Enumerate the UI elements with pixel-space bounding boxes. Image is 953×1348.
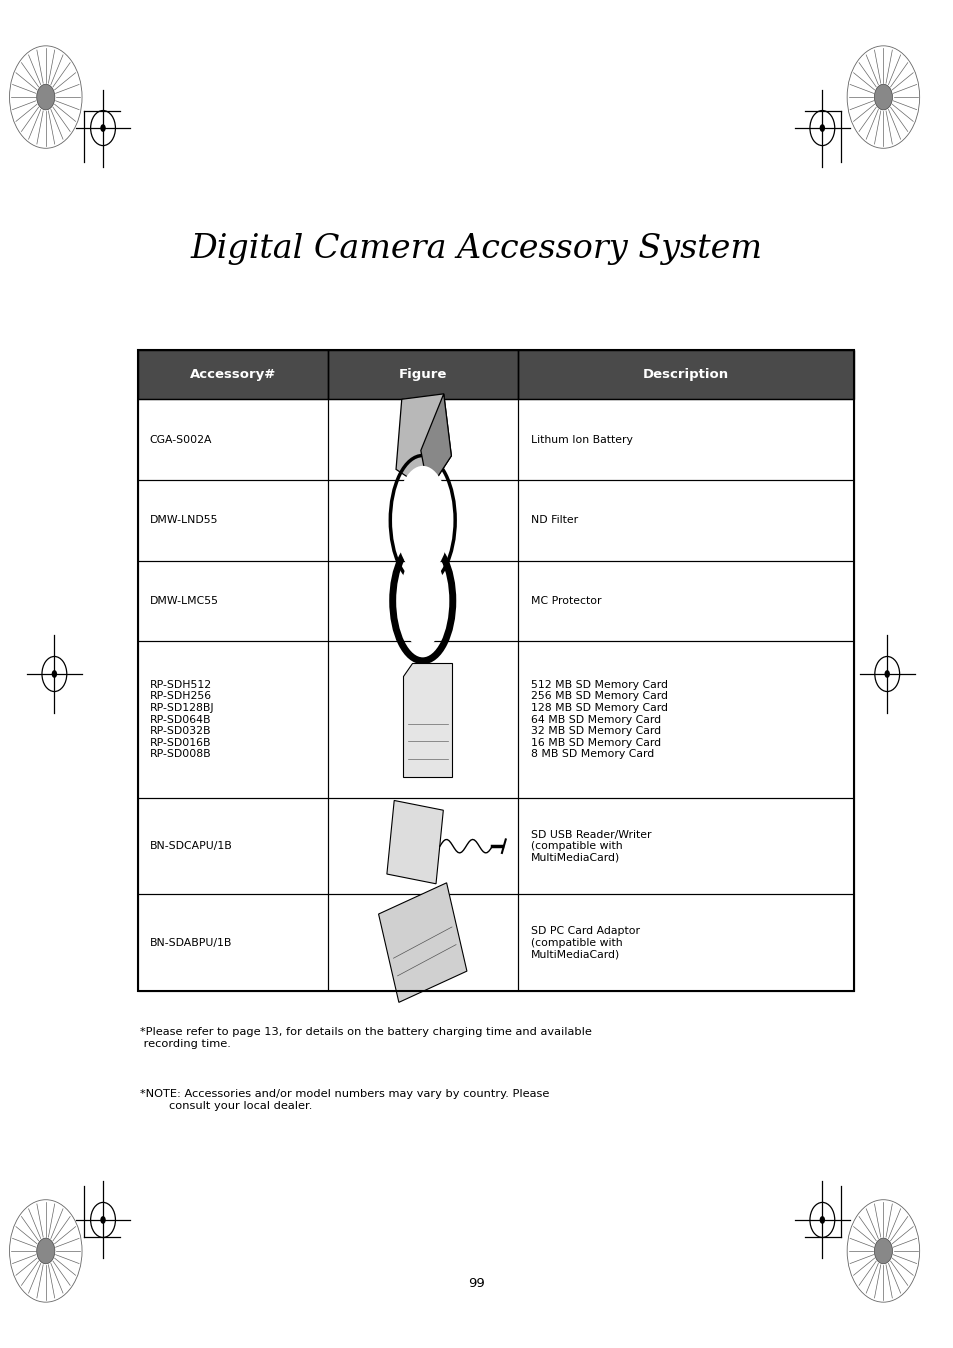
Text: Description: Description: [642, 368, 728, 381]
Bar: [138, 350, 328, 399]
Bar: [517, 350, 853, 399]
Bar: [328, 480, 517, 561]
Polygon shape: [378, 883, 466, 1003]
Bar: [138, 642, 328, 798]
Text: BN-SDCAPU/1B: BN-SDCAPU/1B: [150, 841, 233, 851]
Bar: [328, 642, 517, 798]
Bar: [138, 399, 328, 480]
Polygon shape: [420, 394, 451, 491]
Text: DMW-LND55: DMW-LND55: [150, 515, 218, 526]
Circle shape: [36, 84, 54, 111]
Ellipse shape: [395, 466, 450, 574]
Polygon shape: [395, 394, 451, 491]
Circle shape: [873, 1237, 891, 1264]
Circle shape: [100, 124, 106, 132]
Text: SD PC Card Adaptor
(compatible with
MultiMediaCard): SD PC Card Adaptor (compatible with Mult…: [530, 926, 639, 960]
Bar: [328, 350, 517, 399]
Bar: [328, 894, 517, 991]
Bar: [138, 642, 328, 798]
Text: SD USB Reader/Writer
(compatible with
MultiMediaCard): SD USB Reader/Writer (compatible with Mu…: [530, 829, 651, 863]
Circle shape: [883, 670, 889, 678]
Text: ND Filter: ND Filter: [530, 515, 578, 526]
Bar: [328, 561, 517, 642]
Text: 512 MB SD Memory Card
256 MB SD Memory Card
128 MB SD Memory Card
64 MB SD Memor: 512 MB SD Memory Card 256 MB SD Memory C…: [530, 679, 667, 759]
Text: Figure: Figure: [398, 368, 446, 381]
Text: *Please refer to page 13, for details on the battery charging time and available: *Please refer to page 13, for details on…: [140, 1027, 592, 1049]
Circle shape: [51, 670, 57, 678]
Text: CGA-S002A: CGA-S002A: [150, 434, 213, 445]
Bar: [138, 350, 853, 991]
Bar: [517, 894, 853, 991]
Text: RP-SDH512
RP-SDH256
RP-SD128BJ
RP-SD064B
RP-SD032B
RP-SD016B
RP-SD008B: RP-SDH512 RP-SDH256 RP-SD128BJ RP-SD064B…: [150, 679, 214, 759]
Text: BN-SDABPU/1B: BN-SDABPU/1B: [150, 938, 232, 948]
Circle shape: [819, 1216, 824, 1224]
Bar: [517, 480, 853, 561]
Polygon shape: [387, 801, 443, 884]
Bar: [517, 561, 853, 642]
Bar: [517, 480, 853, 561]
Circle shape: [819, 124, 824, 132]
Text: Lithum Ion Battery: Lithum Ion Battery: [530, 434, 632, 445]
Text: MC Protector: MC Protector: [530, 596, 600, 605]
Bar: [517, 894, 853, 991]
Bar: [138, 561, 328, 642]
Ellipse shape: [399, 554, 446, 647]
Bar: [328, 894, 517, 991]
Bar: [328, 798, 517, 894]
Bar: [138, 798, 328, 894]
Polygon shape: [402, 663, 452, 776]
Bar: [328, 480, 517, 561]
Text: Accessory#: Accessory#: [190, 368, 276, 381]
Circle shape: [36, 1237, 54, 1264]
Bar: [328, 798, 517, 894]
Bar: [517, 350, 853, 399]
Bar: [138, 350, 328, 399]
Bar: [138, 894, 328, 991]
Bar: [138, 894, 328, 991]
Text: Digital Camera Accessory System: Digital Camera Accessory System: [191, 233, 762, 266]
Bar: [138, 480, 328, 561]
Bar: [328, 561, 517, 642]
Text: DMW-LMC55: DMW-LMC55: [150, 596, 218, 605]
Text: 99: 99: [468, 1277, 485, 1290]
Bar: [517, 642, 853, 798]
Bar: [517, 798, 853, 894]
Bar: [517, 399, 853, 480]
Bar: [328, 399, 517, 480]
Text: *NOTE: Accessories and/or model numbers may vary by country. Please
        cons: *NOTE: Accessories and/or model numbers …: [140, 1089, 549, 1111]
Bar: [138, 480, 328, 561]
Bar: [517, 798, 853, 894]
Bar: [517, 642, 853, 798]
Bar: [517, 399, 853, 480]
Bar: [328, 399, 517, 480]
Bar: [138, 798, 328, 894]
Bar: [328, 642, 517, 798]
Bar: [517, 561, 853, 642]
Bar: [328, 350, 517, 399]
Bar: [138, 561, 328, 642]
Circle shape: [100, 1216, 106, 1224]
Bar: [138, 399, 328, 480]
Circle shape: [873, 84, 891, 111]
